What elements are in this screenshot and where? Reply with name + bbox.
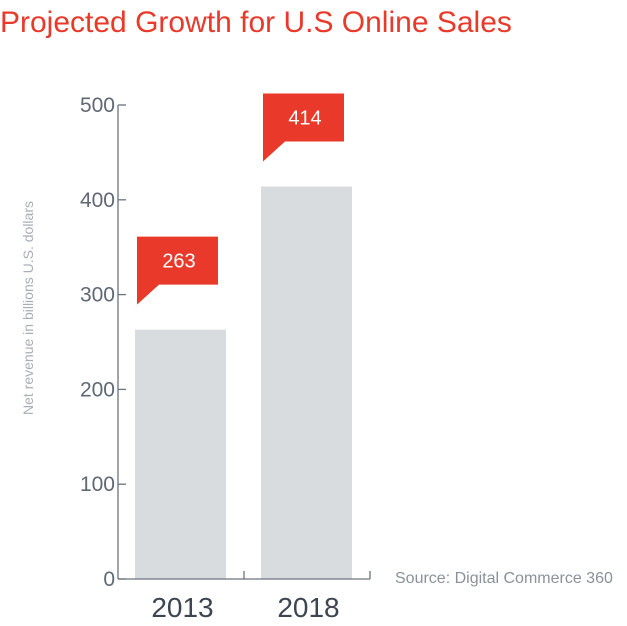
x-axis: 2013 2018 <box>118 571 371 623</box>
callout-box <box>263 93 344 162</box>
value-callout: 263 <box>137 236 218 305</box>
bar <box>261 186 352 579</box>
y-tick-label: 400 <box>80 189 115 212</box>
callout-box <box>137 236 218 305</box>
y-tick-label: 100 <box>80 473 115 496</box>
chart-title: Projected Growth for U.S Online Sales <box>0 6 512 39</box>
source-note: Source: Digital Commerce 360 <box>395 570 613 587</box>
y-axis-label: Net revenue in billions U.S. dollars <box>20 201 36 415</box>
bars <box>135 186 352 579</box>
bar <box>135 329 226 579</box>
data-label: 414 <box>288 108 321 130</box>
value-callouts: 263 414 <box>137 93 344 305</box>
data-label: 263 <box>162 251 195 273</box>
y-tick-label: 0 <box>103 568 115 591</box>
x-tick-label: 2013 <box>151 592 213 623</box>
value-callout: 414 <box>263 93 344 162</box>
y-tick-label: 300 <box>80 284 115 307</box>
y-tick-label: 200 <box>80 378 115 401</box>
y-tick-label: 500 <box>80 94 115 117</box>
x-tick-label: 2018 <box>277 592 339 623</box>
y-axis: 0 100 200 300 400 500 <box>80 94 126 591</box>
